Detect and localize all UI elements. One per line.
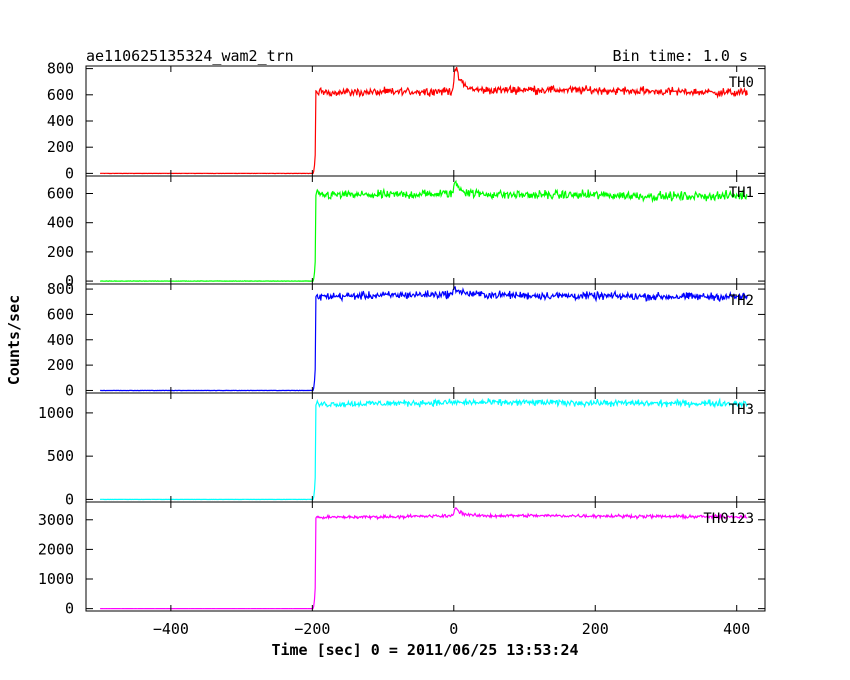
x-axis-title: Time [sec] 0 = 2011/06/25 13:53:24 xyxy=(271,641,578,659)
panel-th0123: 0 1000 2000 3000 TH0123 xyxy=(38,501,766,618)
series-th3 xyxy=(100,397,748,501)
panel-label-th2: TH2 xyxy=(729,293,754,309)
y-tick-label: 200 xyxy=(47,138,74,156)
panel-label-th0: TH0 xyxy=(729,75,754,91)
x-tick-label: −200 xyxy=(294,620,330,638)
panel-th3: 0 500 1000 TH3 xyxy=(38,392,766,508)
y-tick-label: 400 xyxy=(47,214,74,232)
y-tick-label: 800 xyxy=(47,60,74,78)
panel-label-th1: TH1 xyxy=(729,185,754,201)
y-tick-label: 0 xyxy=(65,164,74,182)
y-tick-label: 3000 xyxy=(38,511,74,529)
x-tick-label: 0 xyxy=(449,620,458,638)
y-tick-label: 400 xyxy=(47,112,74,130)
x-tick-label: 200 xyxy=(582,620,609,638)
series-th1 xyxy=(100,179,748,282)
panel-label-th0123: TH0123 xyxy=(703,511,754,527)
panel-frame xyxy=(85,65,766,177)
y-tick-label: 200 xyxy=(47,356,74,374)
panel-th2: 0 200 400 600 800 TH2 xyxy=(47,280,766,399)
y-tick-label: 0 xyxy=(65,600,74,618)
panel-frame xyxy=(85,283,766,394)
panel-label-th3: TH3 xyxy=(729,402,754,418)
y-tick-label: 1000 xyxy=(38,570,74,588)
panels-group: 0 200 400 600 800 TH0 0 200 400 600 TH1 0 200 400 600 8… xyxy=(38,60,766,618)
bin-time-label: Bin time: 1.0 s xyxy=(613,47,748,65)
x-tick-label: −400 xyxy=(153,620,189,638)
y-tick-label: 2000 xyxy=(38,540,74,558)
series-th0123 xyxy=(100,507,748,610)
y-tick-label: 600 xyxy=(47,185,74,203)
y-axis-title: Counts/sec xyxy=(5,295,23,385)
y-tick-label: 0 xyxy=(65,272,74,290)
panel-frame xyxy=(85,501,766,612)
y-tick-label: 0 xyxy=(65,381,74,399)
panel-frame xyxy=(85,392,766,503)
chart-title: ae110625135324_wam2_trn xyxy=(86,47,294,65)
x-tick-label: 400 xyxy=(723,620,750,638)
y-tick-label: 600 xyxy=(47,305,74,323)
y-tick-label: 600 xyxy=(47,86,74,104)
y-tick-label: 400 xyxy=(47,331,74,349)
y-tick-label: 200 xyxy=(47,243,74,261)
y-tick-label: 800 xyxy=(47,280,74,298)
y-tick-label: 1000 xyxy=(38,404,74,422)
panel-th1: 0 200 400 600 TH1 xyxy=(47,175,766,290)
series-th2 xyxy=(99,286,748,392)
series-th0 xyxy=(100,66,748,175)
y-tick-label: 0 xyxy=(65,490,74,508)
x-tick-labels: −400 −200 0 200 400 xyxy=(153,620,750,638)
panel-th0: 0 200 400 600 800 TH0 xyxy=(47,60,766,182)
y-tick-label: 500 xyxy=(47,447,74,465)
